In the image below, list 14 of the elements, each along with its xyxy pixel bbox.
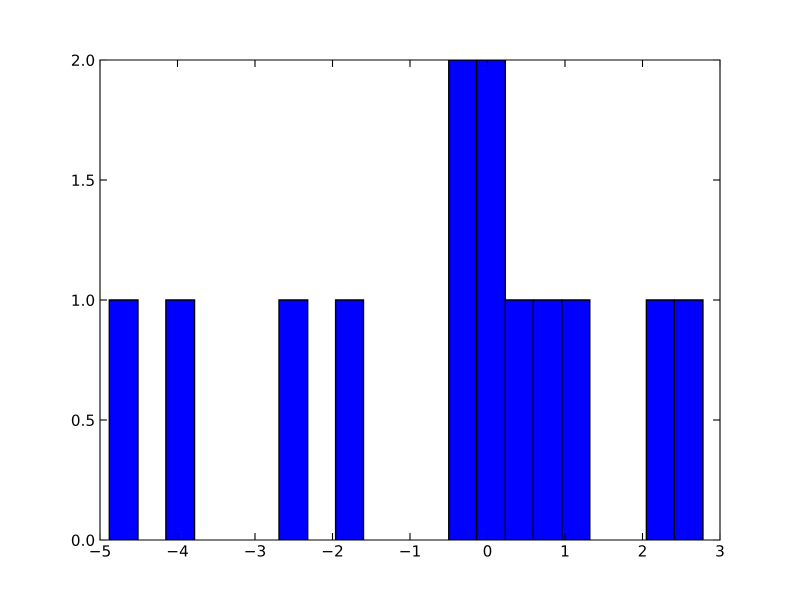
- x-tick-label: 0: [484, 545, 492, 557]
- x-tick-label: −1: [400, 545, 420, 556]
- x-tick-label: −2: [322, 545, 342, 556]
- y-tick-label: 0.5: [72, 414, 94, 426]
- y-tick-label: 2.0: [72, 54, 94, 66]
- y-tick-label: 1.0: [72, 294, 94, 306]
- x-tick-label: 1: [562, 545, 568, 556]
- x-tick-label: 3: [716, 545, 724, 557]
- y-tick-label: 0.0: [72, 534, 94, 546]
- x-tick-label: 2: [638, 545, 646, 556]
- x-tick-label: −4: [168, 545, 188, 556]
- x-tick-label: −3: [245, 545, 266, 557]
- x-tick-label: −5: [90, 545, 110, 557]
- y-tick-label: 1.5: [72, 174, 94, 186]
